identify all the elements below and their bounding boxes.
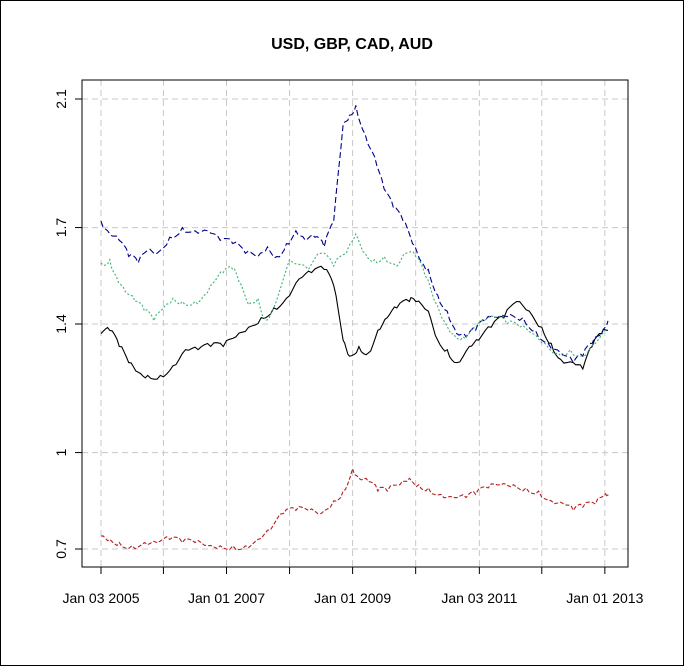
series-line-2: [100, 105, 609, 364]
series-line-4: [100, 466, 609, 551]
axes: 0.7 1 1.4 1.7 2.1 Jan 03 2005 Jan 01 2007 Jan 0…: [53, 89, 644, 606]
series-layer: [100, 105, 609, 551]
y-tick-label: 1: [53, 448, 69, 456]
x-tick-label: Jan 01 2007: [188, 590, 265, 606]
y-tick-label: 0.7: [53, 539, 69, 559]
x-tick-label: Jan 01 2009: [314, 590, 391, 606]
y-tick-label: 2.1: [53, 89, 69, 109]
series-line-1: [100, 265, 609, 380]
y-tick-label: 1.4: [53, 314, 69, 334]
x-tick-label: Jan 01 2013: [566, 590, 643, 606]
series-line-3: [100, 232, 608, 357]
y-tick-label: 1.7: [53, 218, 69, 238]
x-tick-label: Jan 03 2011: [441, 590, 517, 606]
x-tick-label: Jan 03 2005: [62, 590, 139, 606]
chart-title: USD, GBP, CAD, AUD: [271, 36, 433, 53]
grid-lines: [82, 80, 628, 567]
